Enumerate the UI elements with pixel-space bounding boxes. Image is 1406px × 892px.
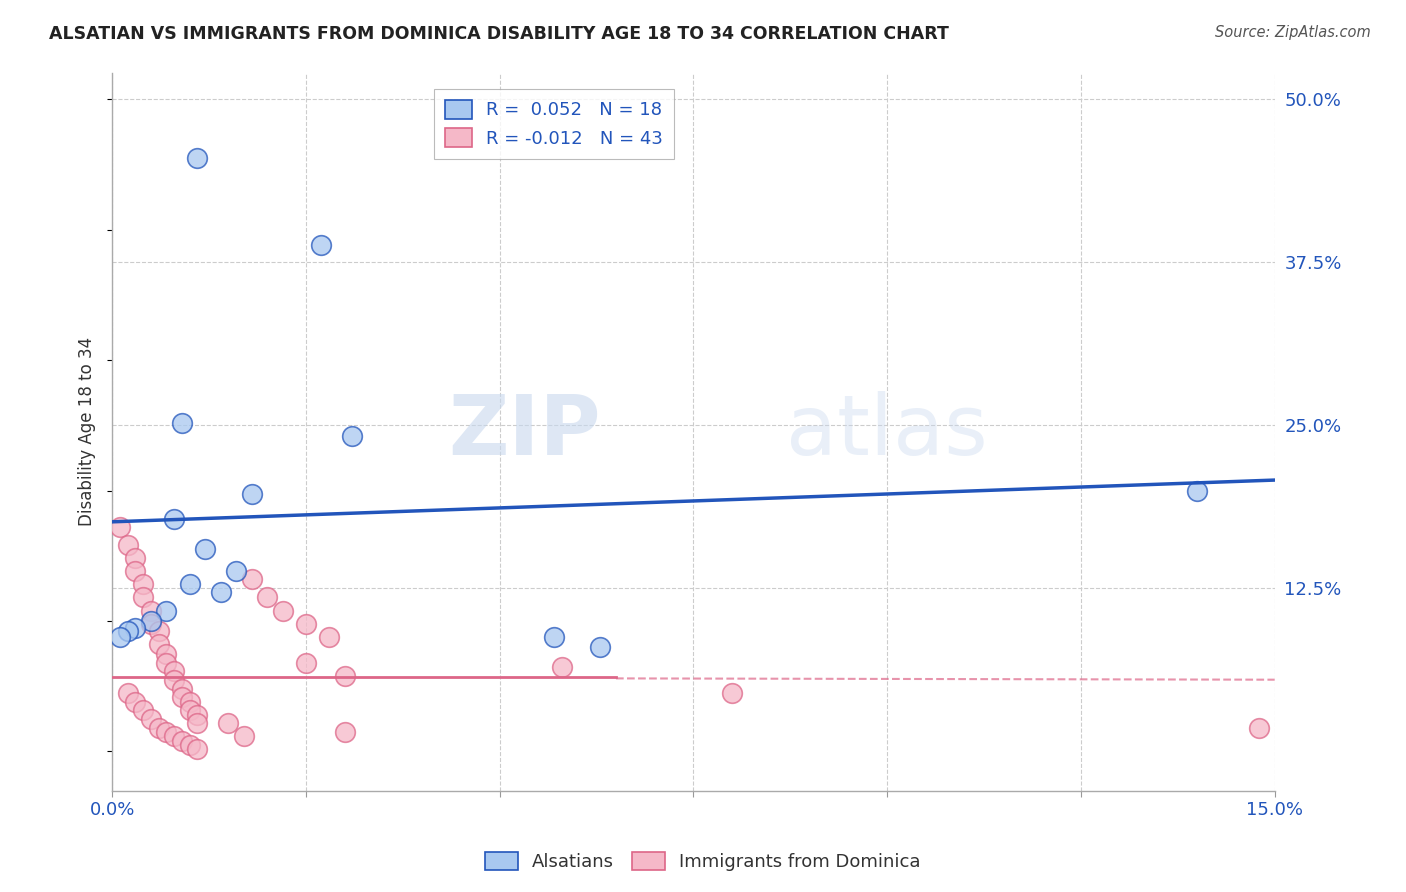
- Point: [132, 577, 155, 591]
- Point: [225, 565, 247, 579]
- Point: [589, 640, 612, 654]
- Point: [240, 572, 263, 586]
- Point: [1249, 721, 1271, 735]
- Point: [333, 669, 356, 683]
- Point: [139, 603, 162, 617]
- Point: [271, 603, 294, 617]
- Point: [139, 712, 162, 726]
- Point: [179, 738, 201, 752]
- Point: [124, 695, 146, 709]
- Point: [209, 585, 232, 599]
- Point: [139, 616, 162, 631]
- Point: [179, 577, 201, 591]
- Point: [124, 565, 146, 579]
- Point: [233, 729, 256, 743]
- Point: [163, 512, 186, 526]
- Point: [163, 664, 186, 678]
- Point: [108, 630, 131, 644]
- Legend: Alsatians, Immigrants from Dominica: Alsatians, Immigrants from Dominica: [478, 845, 928, 879]
- Text: ZIP: ZIP: [449, 392, 600, 472]
- Point: [186, 151, 208, 165]
- Point: [295, 616, 318, 631]
- Point: [148, 624, 170, 639]
- Point: [318, 630, 340, 644]
- Point: [139, 614, 162, 628]
- Point: [148, 637, 170, 651]
- Point: [170, 690, 193, 704]
- Legend: R =  0.052   N = 18, R = -0.012   N = 43: R = 0.052 N = 18, R = -0.012 N = 43: [434, 89, 673, 159]
- Point: [551, 659, 574, 673]
- Point: [186, 707, 208, 722]
- Point: [1185, 483, 1208, 498]
- Point: [155, 647, 177, 661]
- Point: [333, 725, 356, 739]
- Point: [543, 630, 565, 644]
- Point: [240, 487, 263, 501]
- Point: [311, 238, 333, 252]
- Point: [117, 686, 139, 700]
- Point: [170, 416, 193, 430]
- Point: [155, 656, 177, 670]
- Point: [194, 542, 217, 557]
- Point: [295, 656, 318, 670]
- Point: [155, 603, 177, 617]
- Point: [218, 715, 240, 730]
- Point: [124, 620, 146, 634]
- Point: [186, 742, 208, 756]
- Text: Source: ZipAtlas.com: Source: ZipAtlas.com: [1215, 25, 1371, 40]
- Point: [170, 681, 193, 696]
- Point: [179, 703, 201, 717]
- Text: ALSATIAN VS IMMIGRANTS FROM DOMINICA DISABILITY AGE 18 TO 34 CORRELATION CHART: ALSATIAN VS IMMIGRANTS FROM DOMINICA DIS…: [49, 25, 949, 43]
- Point: [342, 428, 364, 442]
- Point: [163, 729, 186, 743]
- Point: [148, 721, 170, 735]
- Point: [117, 624, 139, 639]
- Point: [108, 520, 131, 534]
- Point: [117, 538, 139, 552]
- Point: [132, 591, 155, 605]
- Point: [124, 551, 146, 566]
- Point: [186, 715, 208, 730]
- Point: [163, 673, 186, 687]
- Point: [256, 591, 278, 605]
- Point: [179, 695, 201, 709]
- Y-axis label: Disability Age 18 to 34: Disability Age 18 to 34: [79, 337, 96, 526]
- Text: atlas: atlas: [786, 392, 988, 472]
- Point: [721, 686, 744, 700]
- Point: [170, 734, 193, 748]
- Point: [132, 703, 155, 717]
- Point: [155, 725, 177, 739]
